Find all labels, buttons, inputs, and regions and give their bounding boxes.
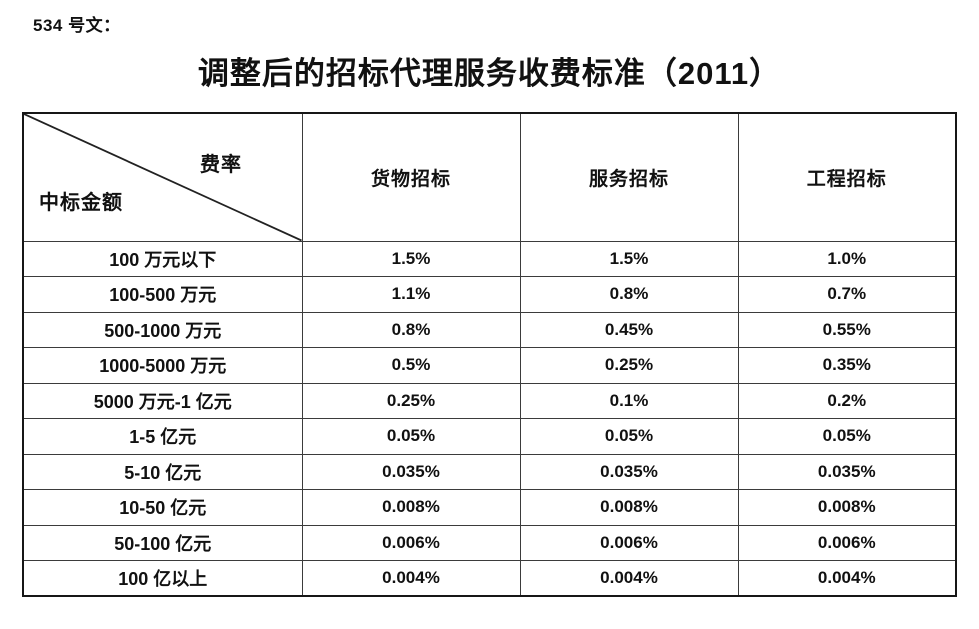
- rate-cell: 0.004%: [737, 560, 957, 597]
- rate-cell: 0.008%: [519, 489, 739, 526]
- page-title: 调整后的招标代理服务收费标准（2011）: [197, 56, 782, 91]
- amount-range-cell: 5000 万元-1 亿元: [22, 382, 303, 419]
- rate-cell: 0.008%: [301, 489, 521, 526]
- table-row: 5000 万元-1 亿元 0.25% 0.1% 0.2%: [22, 382, 957, 419]
- amount-range-cell: 500-1000 万元: [22, 311, 303, 348]
- rate-cell: 0.2%: [737, 382, 957, 419]
- diagonal-header-cell: 费率 中标金额: [22, 112, 303, 242]
- table-header-row: 费率 中标金额 货物招标 服务招标 工程招标: [22, 112, 957, 242]
- column-header-services: 服务招标: [519, 112, 739, 242]
- rate-cell: 0.25%: [301, 382, 521, 419]
- column-header-goods: 货物招标: [301, 112, 521, 242]
- table-row: 100 万元以下 1.5% 1.5% 1.0%: [22, 240, 957, 277]
- diagonal-divider-line: [24, 114, 302, 241]
- amount-range-cell: 1000-5000 万元: [22, 347, 303, 384]
- amount-range-cell: 100-500 万元: [22, 276, 303, 313]
- fee-table: 费率 中标金额 货物招标 服务招标 工程招标 100 万元以下 1.5% 1.5…: [22, 112, 957, 597]
- corner-label-rate: 费率: [200, 154, 242, 176]
- rate-cell: 1.5%: [519, 240, 739, 277]
- rate-cell: 1.0%: [737, 240, 957, 277]
- rate-cell: 0.006%: [519, 524, 739, 561]
- amount-range-cell: 100 万元以下: [22, 240, 303, 277]
- rate-cell: 0.006%: [301, 524, 521, 561]
- rate-cell: 1.5%: [301, 240, 521, 277]
- rate-cell: 0.35%: [737, 347, 957, 384]
- rate-cell: 0.1%: [519, 382, 739, 419]
- rate-cell: 0.05%: [737, 418, 957, 455]
- amount-range-cell: 50-100 亿元: [22, 524, 303, 561]
- table-row: 10-50 亿元 0.008% 0.008% 0.008%: [22, 489, 957, 526]
- rate-cell: 0.55%: [737, 311, 957, 348]
- rate-cell: 0.05%: [519, 418, 739, 455]
- table-row: 100-500 万元 1.1% 0.8% 0.7%: [22, 276, 957, 313]
- rate-cell: 0.006%: [737, 524, 957, 561]
- rate-cell: 1.1%: [301, 276, 521, 313]
- rate-cell: 0.004%: [519, 560, 739, 597]
- rate-cell: 0.7%: [737, 276, 957, 313]
- table-row: 100 亿以上 0.004% 0.004% 0.004%: [22, 560, 957, 597]
- table-row: 500-1000 万元 0.8% 0.45% 0.55%: [22, 311, 957, 348]
- table-row: 50-100 亿元 0.006% 0.006% 0.006%: [22, 524, 957, 561]
- amount-range-cell: 10-50 亿元: [22, 489, 303, 526]
- amount-range-cell: 1-5 亿元: [22, 418, 303, 455]
- doc-number-label: 534 号文：: [33, 16, 121, 35]
- rate-cell: 0.035%: [301, 453, 521, 490]
- column-header-engineering: 工程招标: [737, 112, 957, 242]
- rate-cell: 0.8%: [301, 311, 521, 348]
- table-row: 1000-5000 万元 0.5% 0.25% 0.35%: [22, 347, 957, 384]
- rate-cell: 0.004%: [301, 560, 521, 597]
- rate-cell: 0.5%: [301, 347, 521, 384]
- rate-cell: 0.05%: [301, 418, 521, 455]
- rate-cell: 0.035%: [519, 453, 739, 490]
- amount-range-cell: 100 亿以上: [22, 560, 303, 597]
- amount-range-cell: 5-10 亿元: [22, 453, 303, 490]
- table-row: 5-10 亿元 0.035% 0.035% 0.035%: [22, 453, 957, 490]
- rate-cell: 0.25%: [519, 347, 739, 384]
- rate-cell: 0.035%: [737, 453, 957, 490]
- rate-cell: 0.8%: [519, 276, 739, 313]
- corner-label-amount: 中标金额: [39, 192, 123, 214]
- table-row: 1-5 亿元 0.05% 0.05% 0.05%: [22, 418, 957, 455]
- rate-cell: 0.008%: [737, 489, 957, 526]
- rate-cell: 0.45%: [519, 311, 739, 348]
